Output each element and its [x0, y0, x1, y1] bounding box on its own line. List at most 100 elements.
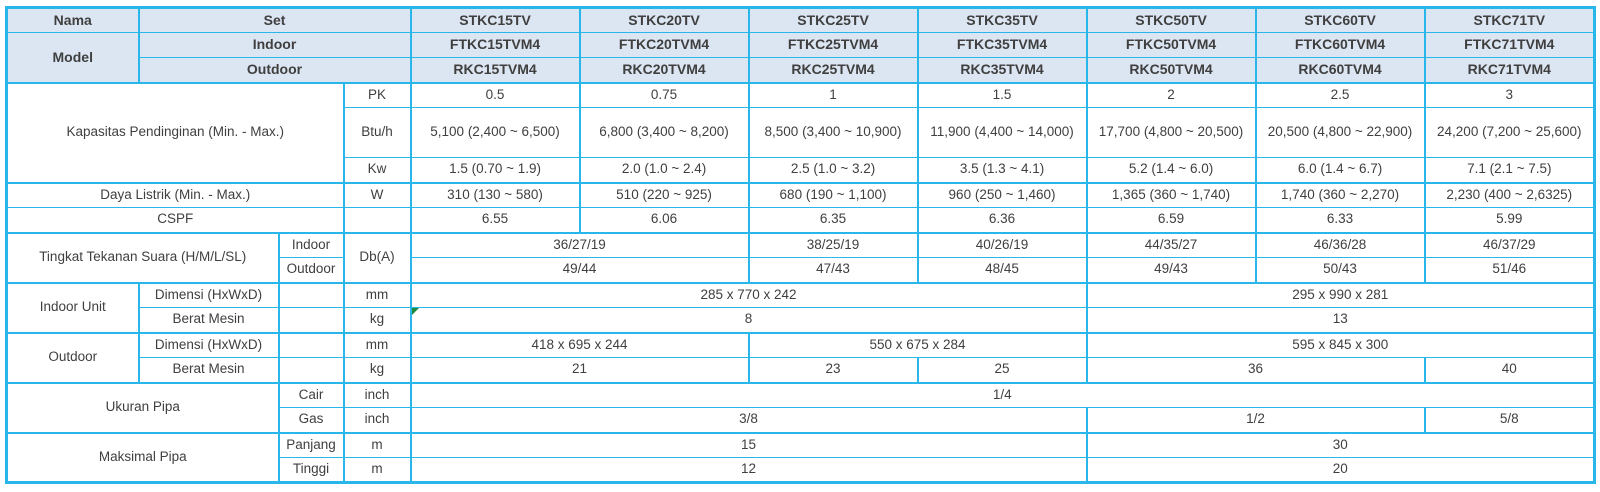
- value-cell: 1/2: [1085, 407, 1426, 433]
- value-cell: 2: [1085, 81, 1257, 108]
- value-cell: 13: [1085, 307, 1596, 333]
- sub-label: Indoor: [277, 231, 345, 258]
- table-row: Gas inch 3/8 1/2 5/8: [7, 407, 1596, 433]
- sub-label: Panjang: [277, 431, 345, 458]
- header-cell: RKC20TVM4: [578, 57, 750, 83]
- value-cell: 2.5 (1.0 ~ 3.2): [747, 157, 919, 183]
- empty-cell: [277, 331, 345, 358]
- header-cell: Set: [137, 7, 412, 33]
- unit-cell: Db(A): [342, 231, 412, 283]
- table-row: Kw 1.5 (0.70 ~ 1.9) 2.0 (1.0 ~ 2.4) 2.5 (1.…: [7, 157, 1596, 183]
- table-row: Indoor Unit Dimensi (HxWxD) mm 285 x 770 x …: [5, 281, 1596, 333]
- value-cell: 6.06: [578, 207, 750, 233]
- table-row: Kapasitas Pendinginan (Min. - Max.) PK 0.5…: [5, 81, 1596, 183]
- unit-cell: Kw: [342, 157, 412, 183]
- value-cell: 6.33: [1254, 207, 1426, 233]
- row-label: Indoor Unit: [5, 281, 140, 333]
- value-cell: 47/43: [747, 257, 919, 283]
- row-label: Outdoor: [5, 331, 140, 383]
- sub-label: Tinggi: [277, 457, 345, 483]
- header-cell: FTKC15TVM4: [409, 32, 581, 58]
- value-cell: 30: [1085, 431, 1596, 458]
- row-label: Daya Listrik (Min. - Max.): [5, 181, 345, 208]
- header-cell: STKC71TV: [1423, 7, 1596, 33]
- value-cell: 5.99: [1423, 207, 1596, 233]
- unit-cell: W: [342, 181, 412, 208]
- value-cell: 5/8: [1423, 407, 1596, 433]
- unit-cell: m: [342, 431, 412, 458]
- table-row: Maksimal Pipa Panjang m 15 30: [5, 431, 1596, 483]
- value-cell: 8,500 (3,400 ~ 10,900): [747, 107, 919, 158]
- value-cell: 50/43: [1254, 257, 1426, 283]
- sub-label: Cair: [277, 381, 345, 408]
- value-cell: 44/35/27: [1085, 231, 1257, 258]
- empty-cell: [277, 357, 345, 383]
- table-row: Berat Mesin kg 21 23 25 36 40: [7, 357, 1596, 383]
- value-cell: 0.5: [409, 81, 581, 108]
- empty-cell: [277, 307, 345, 333]
- value-cell: 6,800 (3,400 ~ 8,200): [578, 107, 750, 158]
- unit-cell: inch: [342, 407, 412, 433]
- table-row: Outdoor RKC15TVM4 RKC20TVM4 RKC25TVM4 RKC35T…: [7, 57, 1596, 83]
- value-cell: 49/43: [1085, 257, 1257, 283]
- value-cell: 25: [916, 357, 1088, 383]
- unit-cell: kg: [342, 307, 412, 333]
- row-label: Tingkat Tekanan Suara (H/M/L/SL): [5, 231, 280, 283]
- value-cell: 38/25/19: [747, 231, 919, 258]
- value-cell: 6.35: [747, 207, 919, 233]
- value-cell: 960 (250 ~ 1,460): [916, 181, 1088, 208]
- sub-label: Berat Mesin: [137, 357, 280, 383]
- value-cell: 8: [409, 307, 1088, 333]
- header-cell: FTKC20TVM4: [578, 32, 750, 58]
- header-cell: FTKC60TVM4: [1254, 32, 1426, 58]
- value-cell: 1,365 (360 ~ 1,740): [1085, 181, 1257, 208]
- unit-cell: PK: [342, 81, 412, 108]
- value-cell: 550 x 675 x 284: [747, 331, 1088, 358]
- table-row: Btu/h 5,100 (2,400 ~ 6,500) 6,800 (3,400 ~…: [7, 107, 1596, 158]
- value-cell: 6.55: [409, 207, 581, 233]
- value-cell: 48/45: [916, 257, 1088, 283]
- sub-label: Dimensi (HxWxD): [137, 281, 280, 308]
- value-cell: 17,700 (4,800 ~ 20,500): [1085, 107, 1257, 158]
- row-label: Kapasitas Pendinginan (Min. - Max.): [5, 81, 345, 183]
- value-cell: 5,100 (2,400 ~ 6,500): [409, 107, 581, 158]
- value-cell: 310 (130 ~ 580): [409, 181, 581, 208]
- value-cell: 1.5 (0.70 ~ 1.9): [409, 157, 581, 183]
- value-cell: 49/44: [409, 257, 750, 283]
- table-row: Outdoor Dimensi (HxWxD) mm 418 x 695 x 244 5…: [5, 331, 1596, 383]
- header-cell: RKC15TVM4: [409, 57, 581, 83]
- value-cell: 1: [747, 81, 919, 108]
- header-cell: Model: [5, 32, 140, 83]
- value-cell: 11,900 (4,400 ~ 14,000): [916, 107, 1088, 158]
- empty-cell: [342, 207, 412, 233]
- header-cell: RKC35TVM4: [916, 57, 1088, 83]
- value-cell: 40/26/19: [916, 231, 1088, 258]
- value-cell: 3.5 (1.3 ~ 4.1): [916, 157, 1088, 183]
- sub-label: Berat Mesin: [137, 307, 280, 333]
- header-cell: RKC60TVM4: [1254, 57, 1426, 83]
- value-cell: 6.36: [916, 207, 1088, 233]
- value-cell: 1,740 (360 ~ 2,270): [1254, 181, 1426, 208]
- sub-label: Outdoor: [277, 257, 345, 283]
- value-cell: 12: [409, 457, 1088, 483]
- unit-cell: m: [342, 457, 412, 483]
- header-cell: STKC25TV: [747, 7, 919, 33]
- header-cell: Nama: [5, 7, 140, 33]
- value-cell: 680 (190 ~ 1,100): [747, 181, 919, 208]
- header-cell: Outdoor: [137, 57, 412, 83]
- value-cell: 418 x 695 x 244: [409, 331, 750, 358]
- table-row: CSPF 6.55 6.06 6.35 6.36 6.59 6.33 5.99: [5, 207, 1596, 233]
- value-cell: 3: [1423, 81, 1596, 108]
- unit-cell: Btu/h: [342, 107, 412, 158]
- value-cell: 0.75: [578, 81, 750, 108]
- value-cell: 3/8: [409, 407, 1088, 433]
- table-row: Tingkat Tekanan Suara (H/M/L/SL) Indoor Db…: [5, 231, 1596, 283]
- header-cell: RKC50TVM4: [1085, 57, 1257, 83]
- table-row: Nama Set STKC15TV STKC20TV STKC25TV STKC35TV S…: [5, 7, 1596, 33]
- header-cell: STKC35TV: [916, 7, 1088, 33]
- value-cell: 24,200 (7,200 ~ 25,600): [1423, 107, 1596, 158]
- header-cell: STKC50TV: [1085, 7, 1257, 33]
- table-row: Model Indoor FTKC15TVM4 FTKC20TVM4 FTKC25TVM…: [5, 32, 1596, 83]
- spec-table: Nama Set STKC15TV STKC20TV STKC25TV STKC35TV S…: [5, 6, 1597, 484]
